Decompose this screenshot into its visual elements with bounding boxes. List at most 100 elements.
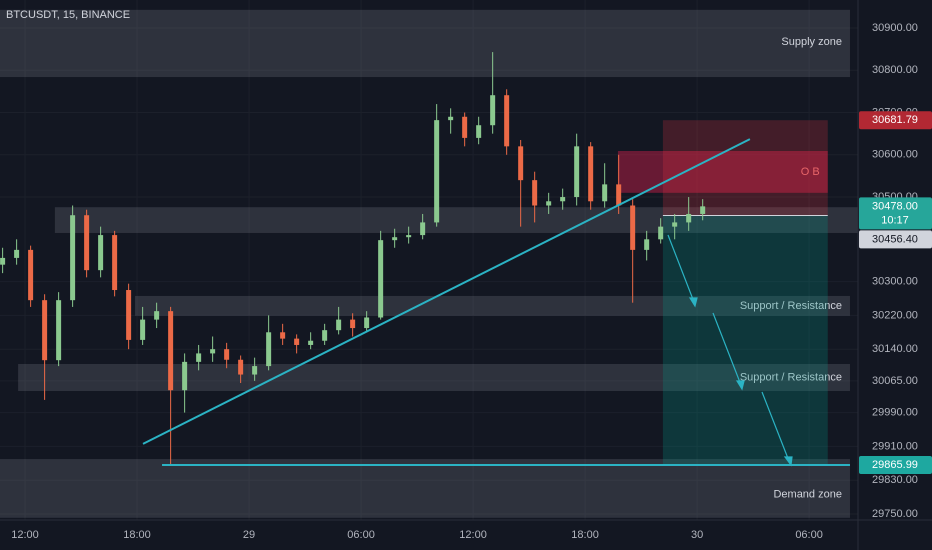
candle-body [602, 184, 608, 202]
candle-body [476, 125, 482, 138]
zone-label: Support / Resistance [740, 300, 842, 312]
arrow-head [735, 380, 745, 391]
zone [134, 295, 850, 316]
candle-body [70, 215, 76, 301]
candle-body [630, 205, 636, 250]
candle-body [42, 300, 48, 361]
zone [0, 459, 850, 518]
price-badge [859, 455, 932, 474]
stop-area [662, 120, 828, 216]
candle-body [490, 95, 496, 126]
countdown: 10:17 [881, 214, 909, 226]
x-tick-label: 18:00 [123, 529, 151, 541]
price-badge [859, 111, 932, 130]
candle-body [210, 349, 216, 354]
candle-body [196, 353, 202, 362]
y-tick-label: 29990.00 [872, 406, 918, 418]
candle-body [616, 184, 622, 206]
candle-body [168, 311, 174, 391]
zone-label: O B [801, 166, 820, 178]
candle-body [378, 240, 384, 318]
candle-body [182, 361, 188, 391]
arrow [712, 312, 742, 386]
x-tick-label: 06:00 [795, 529, 823, 541]
candle-body [0, 257, 6, 265]
candle-body [448, 116, 454, 121]
price-badge [859, 197, 932, 230]
drawings [142, 138, 850, 466]
candle-body [364, 317, 370, 329]
x-tick-label: 06:00 [347, 529, 375, 541]
candle-body [294, 338, 300, 345]
candle-body [266, 332, 272, 367]
candle-body [140, 319, 146, 340]
candle-body [308, 340, 314, 345]
arrow-head [783, 456, 793, 467]
candle-body [560, 197, 566, 202]
zone [18, 363, 850, 392]
y-tick-label: 30065.00 [872, 375, 918, 387]
candle-body [644, 239, 650, 250]
price-badge-label: 30681.79 [872, 114, 918, 126]
candle-body [434, 120, 440, 223]
candle-body [700, 206, 706, 214]
y-tick-label: 30300.00 [872, 275, 918, 287]
candle-body [14, 249, 20, 258]
candle-body [56, 300, 62, 361]
candle-body [336, 319, 342, 331]
zone-label: Support / Resistance [740, 371, 842, 383]
candle-body [574, 146, 580, 198]
candle-body [252, 366, 258, 375]
candle-body [686, 213, 692, 223]
candle-body [658, 226, 664, 240]
zone [54, 207, 858, 233]
candle-body [28, 249, 34, 301]
zone [0, 9, 850, 78]
candle-body [322, 330, 328, 341]
y-tick-label: 30800.00 [872, 64, 918, 76]
x-tick-label: 30 [691, 529, 703, 541]
trendline [142, 138, 751, 445]
y-tick-label: 30220.00 [872, 309, 918, 321]
x-tick-label: 12:00 [459, 529, 487, 541]
chart-title: BTCUSDT, 15, BINANCE [6, 9, 130, 21]
candle-body [112, 235, 118, 291]
y-tick-label: 29750.00 [872, 508, 918, 520]
arrow [761, 391, 790, 462]
axes: 30900.0030800.0030700.0030600.0030500.00… [11, 22, 932, 541]
candle-body [532, 180, 538, 206]
candle-body [672, 222, 678, 227]
grid [0, 0, 858, 520]
candle-body [518, 146, 524, 181]
candle-body [98, 235, 104, 271]
candle-body [84, 215, 90, 271]
candle-body [392, 237, 398, 241]
candle-body [462, 116, 468, 138]
candle-body [224, 349, 230, 360]
price-badge-label: 29865.99 [872, 459, 918, 471]
x-tick-label: 18:00 [571, 529, 599, 541]
arrow-head [688, 297, 698, 308]
candle-body [126, 290, 132, 340]
candle-body [420, 222, 426, 236]
price-badge [859, 230, 932, 249]
target-area [662, 215, 828, 465]
candle-body [280, 332, 286, 339]
y-tick-label: 29830.00 [872, 474, 918, 486]
y-tick-label: 30600.00 [872, 149, 918, 161]
candle-body [546, 201, 552, 206]
candle-body [504, 95, 510, 147]
candle-body [406, 235, 412, 238]
price-badge-label: 30478.00 [872, 200, 918, 212]
price-badge-label: 30456.40 [872, 233, 918, 245]
y-tick-label: 30900.00 [872, 22, 918, 34]
y-tick-label: 29910.00 [872, 440, 918, 452]
candle-body [588, 146, 594, 202]
x-tick-label: 12:00 [11, 529, 39, 541]
zone [617, 150, 828, 193]
zone-label: Demand zone [773, 488, 842, 500]
x-tick-label: 29 [243, 529, 255, 541]
candle-body [154, 311, 160, 320]
